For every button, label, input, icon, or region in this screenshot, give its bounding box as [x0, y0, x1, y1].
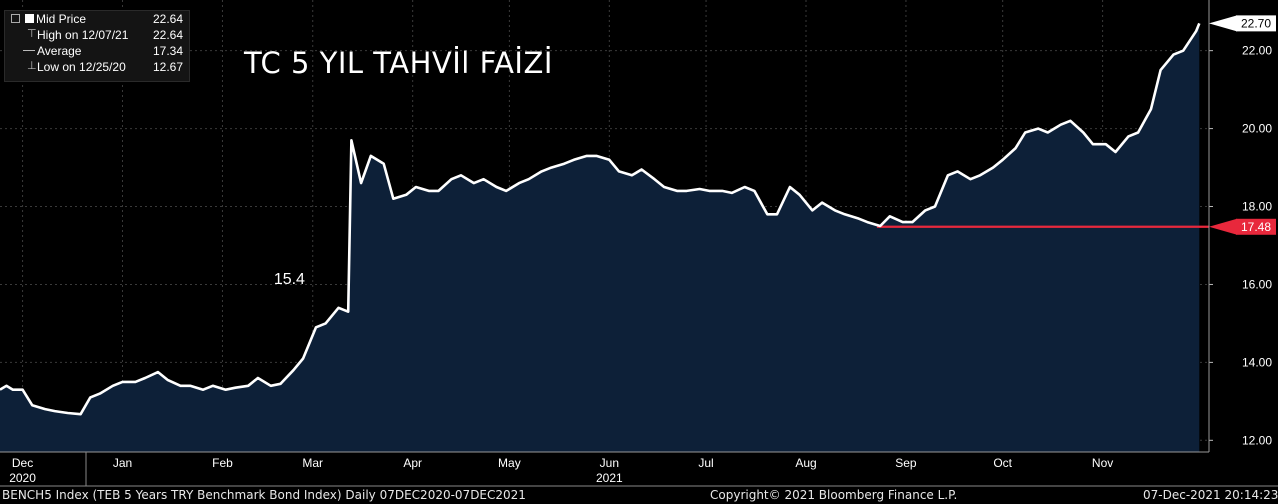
value-badges: 22.70 17.48 [1209, 15, 1276, 235]
y-tick-label: 16.00 [1242, 277, 1272, 291]
x-tick-label: Sep [895, 456, 917, 470]
last-value-badge-label: 22.70 [1241, 16, 1271, 30]
legend-row-low: ⊥ Low on 12/25/20 12.67 [27, 60, 183, 74]
legend-row-mid-price: Mid Price 22.64 [5, 11, 189, 27]
x-tick-label: May [498, 456, 521, 470]
x-tick-label: Dec [12, 456, 33, 470]
low-marker-icon: ⊥ [27, 60, 37, 72]
last-value-badge-box [1236, 15, 1276, 32]
reference-value-badge-label: 17.48 [1241, 220, 1271, 234]
mid-price-line [0, 22, 1201, 416]
x-tick-label: Aug [795, 456, 816, 470]
y-tick-label: 20.00 [1242, 122, 1272, 136]
x-tick-label: Jul [698, 456, 713, 470]
x-year-label: 2021 [596, 471, 623, 485]
x-year-label: 2020 [9, 471, 36, 485]
last-value-badge-pointer [1209, 15, 1237, 32]
legend-row-high: ⊤ High on 12/07/21 22.64 [27, 28, 183, 42]
y-tick-label: 18.00 [1242, 200, 1272, 214]
x-tick-label: Mar [302, 456, 323, 470]
y-tick-label: 14.00 [1242, 355, 1272, 369]
footer-copyright: Copyright© 2021 Bloomberg Finance L.P. [710, 488, 958, 502]
y-tick-label: 22.00 [1242, 44, 1272, 58]
x-tick-label: Jan [113, 456, 132, 470]
white-square-icon [25, 14, 34, 23]
x-tick-label: Oct [993, 456, 1012, 470]
legend-box: Mid Price 22.64 ⊤ High on 12/07/21 22.64… [4, 10, 190, 82]
footer-timestamp: 07-Dec-2021 20:14:23 [1143, 488, 1278, 502]
reference-value-badge-box [1236, 218, 1276, 235]
legend-row-average: Average 17.34 [5, 43, 189, 59]
x-tick-label: Apr [403, 456, 422, 470]
x-tick-label: Jun [600, 456, 619, 470]
chart-title: TC 5 YIL TAHVİl FAİZİ [244, 46, 553, 80]
x-tick-label: Nov [1092, 456, 1113, 470]
high-marker-icon: ⊤ [27, 28, 37, 40]
y-tick-label: 12.00 [1242, 433, 1272, 447]
average-marker-icon [23, 50, 35, 51]
collapse-icon[interactable] [11, 14, 20, 23]
reference-value-badge-pointer [1209, 218, 1237, 235]
annotation-15-4: 15.4 [274, 271, 305, 288]
price-area-fill [0, 23, 1200, 453]
x-tick-label: Feb [212, 456, 233, 470]
footer-index-description: BENCH5 Index (TEB 5 Years TRY Benchmark … [2, 488, 526, 502]
